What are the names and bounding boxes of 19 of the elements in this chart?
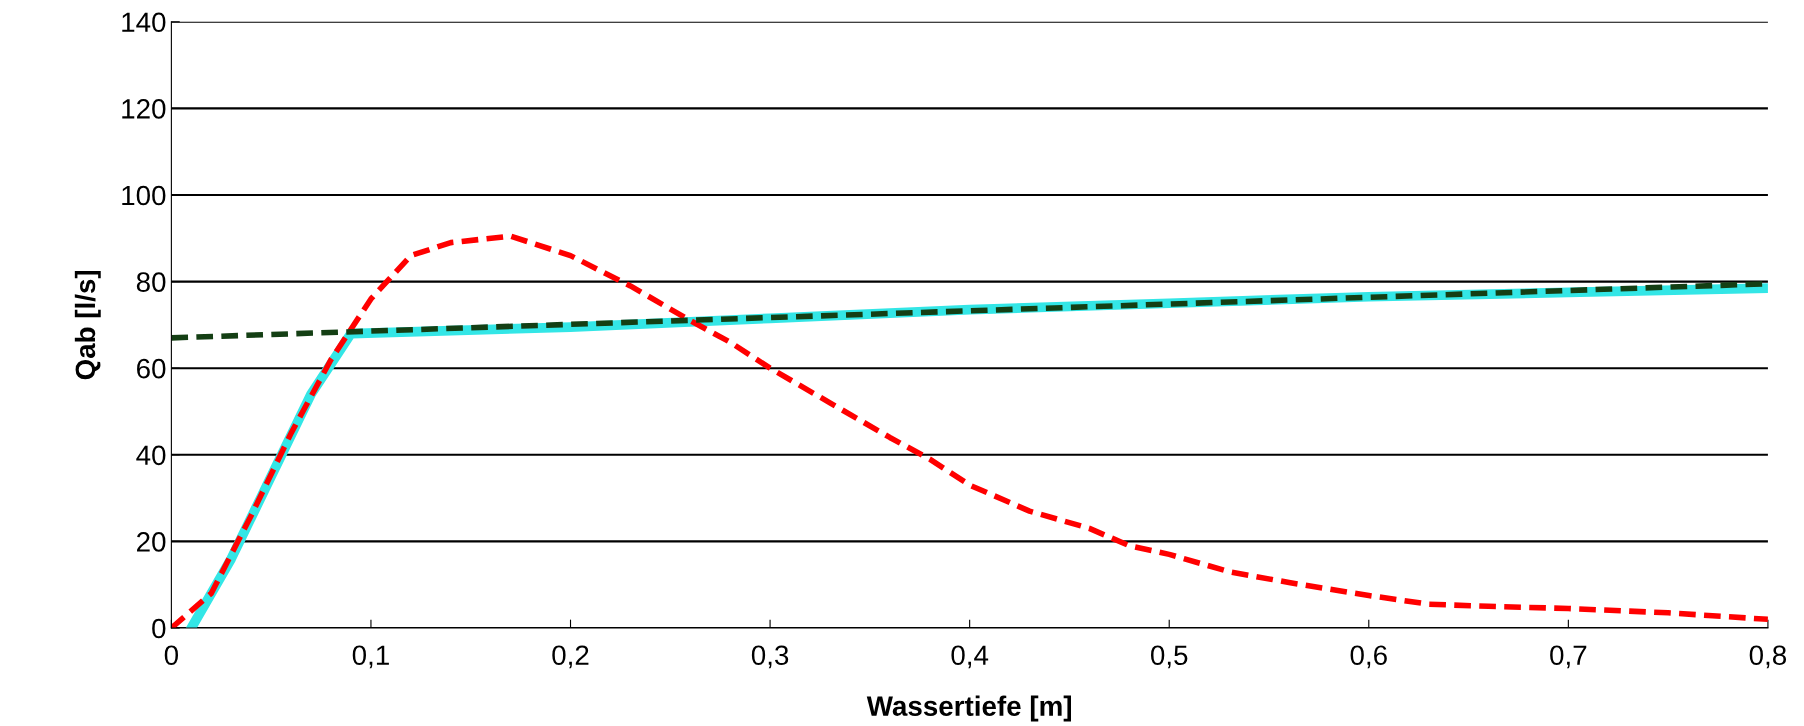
x-tick-label: 0,2	[552, 645, 589, 669]
y-tick-label: 120	[122, 99, 166, 119]
x-tick-label: 0,6	[1350, 645, 1387, 669]
y-tick-label: 140	[122, 12, 166, 33]
x-tick-label: 0,1	[352, 645, 389, 669]
y-tick-label: 80	[136, 272, 166, 292]
x-tick-label: 0,4	[951, 645, 989, 669]
x-tick-label: 0,3	[751, 645, 789, 669]
y-tick-label: 20	[137, 532, 166, 552]
y-tick-label: 0	[152, 618, 166, 639]
x-tick-label: 0,5	[1151, 645, 1188, 669]
y-tick-label: 60	[137, 358, 166, 379]
y-axis-title: Qab [l/s]	[74, 270, 101, 380]
x-axis-title: Wassertiefe [m]	[866, 695, 1071, 722]
x-tick-label: 0,7	[1550, 645, 1587, 669]
y-tick-label: 40	[136, 445, 166, 466]
x-tick-label: 0,8	[1749, 645, 1787, 669]
y-tick-label: 100	[122, 185, 166, 206]
x-tick-label: 0	[164, 645, 179, 666]
